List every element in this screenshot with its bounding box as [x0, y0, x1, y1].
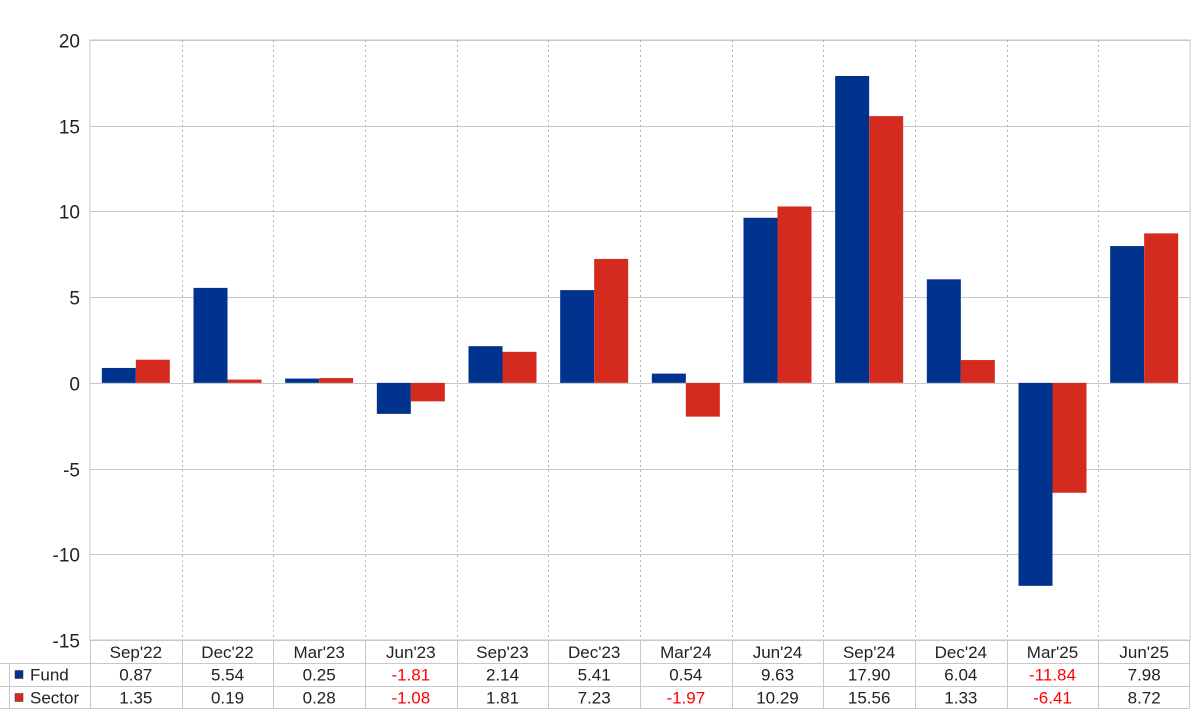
- x-tick-label: Jun'25: [1119, 643, 1169, 662]
- y-tick-label: 0: [69, 375, 80, 396]
- bar-sector: [135, 359, 170, 383]
- legend-label-sector: Sector: [30, 689, 79, 708]
- data-label-fund: 0.54: [669, 666, 702, 685]
- bar-fund: [468, 346, 503, 383]
- bar-sector: [410, 382, 445, 402]
- data-label-fund: 0.87: [119, 666, 152, 685]
- data-label-fund: 2.14: [486, 666, 519, 685]
- bar-fund: [285, 378, 320, 383]
- data-label-sector: 1.35: [119, 689, 152, 708]
- data-label-sector: -1.97: [666, 689, 705, 708]
- data-label-fund: 17.90: [848, 666, 891, 685]
- data-label-sector: 1.33: [944, 689, 977, 708]
- x-tick-label: Mar'25: [1027, 643, 1078, 662]
- y-tick-label: 15: [59, 118, 80, 139]
- bar-sector: [1052, 382, 1087, 493]
- data-label-sector: 0.28: [303, 689, 336, 708]
- legend-swatch-sector: [14, 693, 24, 702]
- x-tick-label: Dec'22: [201, 643, 253, 662]
- data-label-fund: 5.54: [211, 666, 244, 685]
- bar-sector: [594, 258, 629, 383]
- x-tick-label: Sep'24: [843, 643, 895, 662]
- data-label-sector: 7.23: [578, 689, 611, 708]
- bar-sector: [319, 378, 354, 383]
- bar-fund: [193, 287, 228, 383]
- data-label-fund: 5.41: [578, 666, 611, 685]
- data-label-fund: 0.25: [303, 666, 336, 685]
- grid-lines: [89, 39, 1191, 641]
- bar-sector: [960, 360, 995, 383]
- y-tick-label: -10: [53, 546, 80, 567]
- bar-fund: [101, 367, 136, 383]
- bar-sector: [227, 379, 262, 383]
- x-tick-label: Dec'23: [568, 643, 620, 662]
- bar-fund: [560, 290, 595, 383]
- bar-sector: [1144, 233, 1179, 383]
- bar-sector: [502, 351, 537, 383]
- data-label-fund: 6.04: [944, 666, 977, 685]
- x-tick-label: Sep'23: [476, 643, 528, 662]
- bars: [101, 76, 1179, 586]
- data-label-sector: -1.08: [391, 689, 430, 708]
- data-label-fund: 7.98: [1128, 666, 1161, 685]
- bar-fund: [376, 382, 411, 414]
- data-label-sector: 15.56: [848, 689, 891, 708]
- x-tick-label: Mar'23: [293, 643, 344, 662]
- data-label-sector: 1.81: [486, 689, 519, 708]
- bar-fund: [926, 279, 961, 383]
- data-table: Sep'22 Dec'22 Mar'23 Jun'23 Sep'23 Dec'23 Mar'…: [0, 640, 1190, 709]
- bar-fund: [1110, 246, 1145, 383]
- y-tick-label: 20: [59, 32, 80, 53]
- data-label-fund: -11.84: [1029, 666, 1076, 685]
- data-label-fund: 9.63: [761, 666, 794, 685]
- y-tick-label: 5: [69, 289, 80, 310]
- bar-fund: [651, 373, 686, 383]
- bar-fund: [1018, 382, 1053, 586]
- bar-sector: [777, 206, 812, 383]
- y-tick-label: -15: [53, 632, 80, 653]
- x-tick-label: Sep'22: [110, 643, 162, 662]
- x-tick-label: Jun'24: [753, 643, 803, 662]
- data-label-fund: -1.81: [391, 666, 430, 685]
- bar-fund: [835, 76, 870, 383]
- bar-sector: [869, 116, 904, 383]
- data-label-sector: 10.29: [756, 689, 799, 708]
- y-axis: -15 -10 -5 0 5 10 15 20: [53, 32, 80, 653]
- data-label-sector: 0.19: [211, 689, 244, 708]
- legend-label-fund: Fund: [30, 666, 69, 685]
- y-tick-label: 10: [59, 203, 80, 224]
- bar-sector: [685, 382, 720, 417]
- bar-fund: [743, 217, 778, 383]
- x-tick-label: Jun'23: [386, 643, 436, 662]
- data-label-sector: -6.41: [1033, 689, 1072, 708]
- legend-swatch-fund: [14, 670, 24, 679]
- x-tick-label: Dec'24: [935, 643, 987, 662]
- x-tick-label: Mar'24: [660, 643, 711, 662]
- data-label-sector: 8.72: [1128, 689, 1161, 708]
- y-tick-label: -5: [63, 461, 80, 482]
